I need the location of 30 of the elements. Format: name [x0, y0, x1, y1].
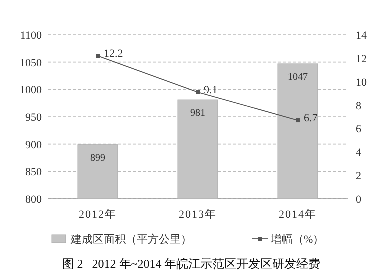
y-tick-label: 1050 [20, 57, 42, 70]
y2-tick-label: 10 [356, 76, 368, 89]
y-tick-label: 800 [26, 194, 42, 206]
y-tick-label: 850 [26, 166, 42, 179]
point [196, 90, 200, 94]
legend-label: 建成区面积（平方公里） [70, 233, 192, 246]
legend-label: 增幅（%） [270, 234, 324, 246]
y2-tick-label: 8 [356, 100, 362, 112]
x-tick-label: 2013年 [179, 209, 217, 221]
y2-tick-label: 2 [356, 170, 362, 183]
data-label: 6.7 [304, 112, 318, 125]
y-tick-label: 900 [26, 139, 42, 152]
x-tick-label: 2014年 [279, 209, 317, 221]
y-tick-label: 1000 [20, 84, 42, 97]
data-label: 9.1 [204, 84, 218, 96]
data-label: 1047 [288, 72, 308, 83]
text: 图 2 2012 年~2014 年皖江示范区开发区研发经费 [62, 257, 321, 271]
x-tick-label: 2012年 [79, 209, 117, 221]
data-label: 899 [90, 152, 106, 164]
y2-tick-label: 12 [356, 53, 367, 66]
y-tick-label: 1100 [20, 30, 42, 42]
data-label: 981 [190, 108, 206, 120]
data-label: 12.2 [104, 48, 124, 60]
point [296, 118, 300, 123]
y2-tick-label: 0 [356, 194, 362, 206]
y2-tick-label: 6 [356, 124, 362, 136]
y2-tick-label: 14 [356, 30, 368, 42]
y-tick-label: 950 [26, 112, 42, 124]
point [96, 54, 100, 58]
y2-tick-label: 4 [356, 147, 362, 160]
